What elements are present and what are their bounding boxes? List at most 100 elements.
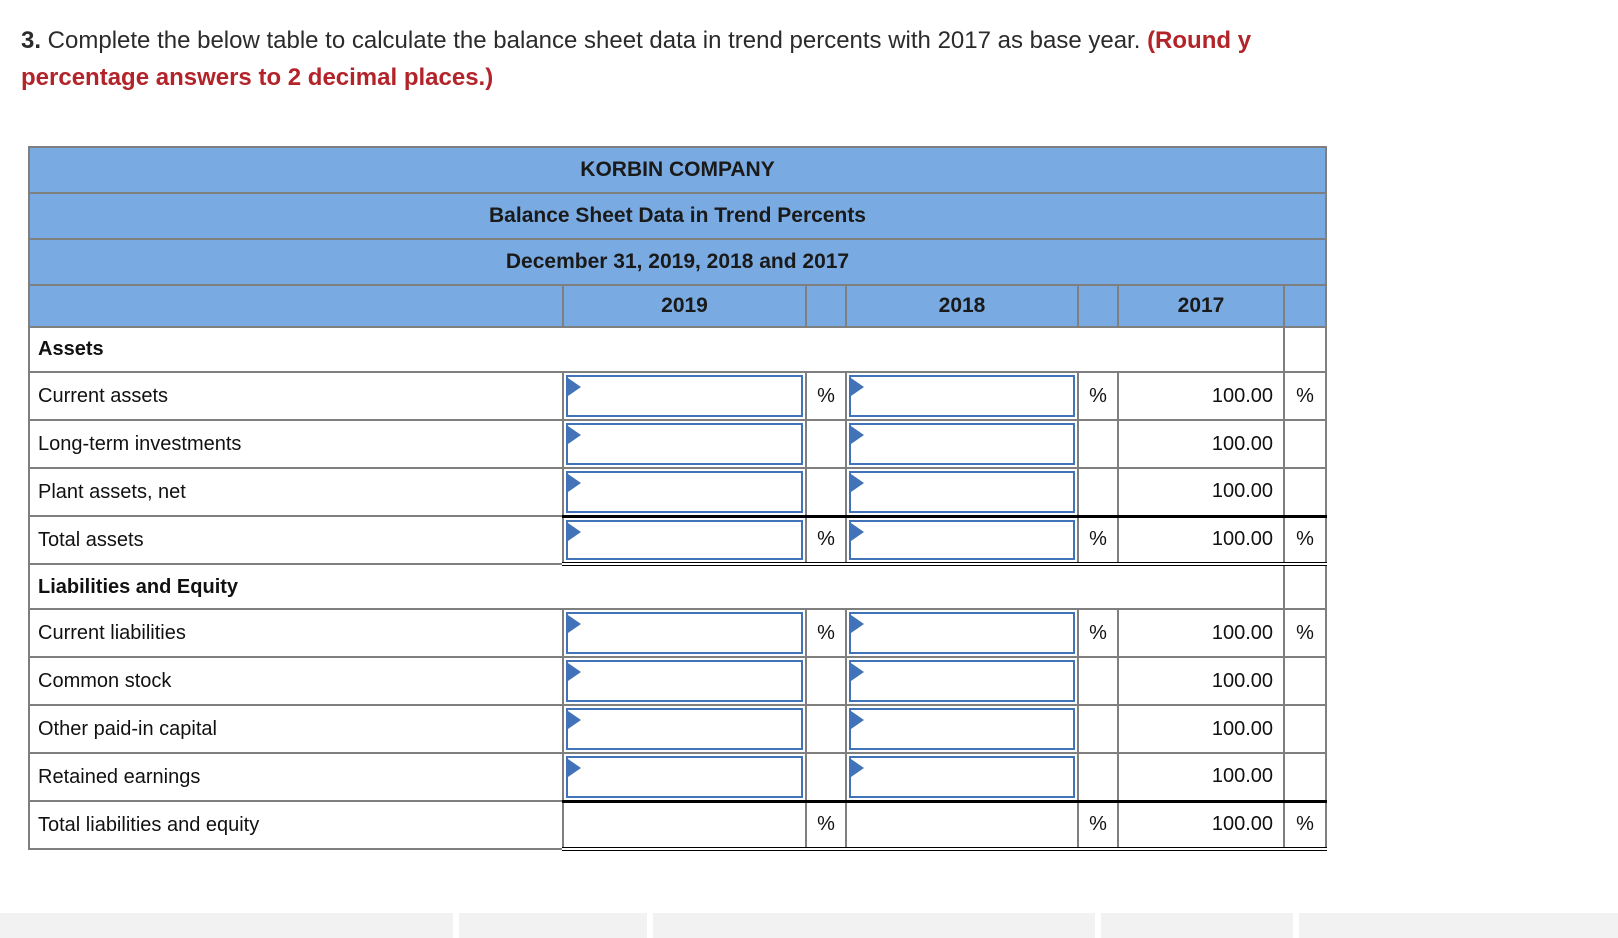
value-2017: 100.00 [1117, 656, 1285, 706]
instruction-text: Complete the below table to calculate th… [41, 27, 1148, 54]
percent-sign: % [1282, 608, 1328, 658]
cell-2019 [562, 752, 807, 802]
answer-input-2019[interactable] [566, 660, 803, 702]
year-header-gap [1282, 284, 1328, 328]
percent-sign: % [1077, 608, 1119, 658]
percent-sign [1077, 704, 1119, 754]
year-header-2017: 2017 [1117, 284, 1285, 328]
cell-2018 [845, 704, 1079, 754]
question-number: 3. [21, 27, 42, 54]
cell-2018 [845, 514, 1079, 566]
percent-sign [805, 752, 847, 802]
instruction-line-1: 3. Complete the below table to calculate… [21, 22, 1618, 59]
row-label: Plant assets, net [28, 467, 564, 517]
table-row-retained-earnings: Retained earnings 100.00 [28, 752, 1328, 802]
question-instruction: 3. Complete the below table to calculate… [21, 22, 1618, 96]
percent-sign: % [1282, 371, 1328, 421]
percent-sign [805, 467, 847, 517]
company-name: KORBIN COMPANY [27, 146, 1328, 194]
value-2017: 100.00 [1117, 752, 1285, 802]
percent-sign: % [1077, 371, 1119, 421]
value-2017: 100.00 [1117, 467, 1285, 517]
answer-input-2018[interactable] [849, 423, 1075, 465]
cell-2019 [562, 704, 807, 754]
next-section-divider [1095, 913, 1101, 938]
percent-sign [1077, 656, 1119, 706]
answer-input-2018[interactable] [849, 660, 1075, 702]
balance-sheet-table: KORBIN COMPANY Balance Sheet Data in Tre… [27, 146, 1328, 851]
table-row-total-liabilities-and-equity: Total liabilities and equity % % 100.00 … [28, 799, 1328, 851]
next-section-top-edge [0, 913, 1618, 938]
percent-sign [1282, 419, 1328, 469]
next-section-divider [1293, 913, 1299, 938]
year-header-spacer [28, 284, 564, 328]
year-header-row: 2019 2018 2017 [28, 284, 1328, 328]
percent-sign [805, 419, 847, 469]
answer-input-2019[interactable] [566, 612, 803, 654]
cell-2018 [845, 467, 1079, 517]
cell-2018 [845, 799, 1079, 851]
table-date-row: December 31, 2019, 2018 and 2017 [27, 238, 1328, 286]
percent-sign [1077, 467, 1119, 517]
percent-sign: % [1077, 799, 1119, 851]
cell-2019 [562, 467, 807, 517]
value-2017: 100.00 [1117, 371, 1285, 421]
instruction-emphasis-end: percentage answers to 2 decimal places.) [21, 64, 494, 91]
percent-sign: % [805, 514, 847, 566]
row-label: Total liabilities and equity [28, 800, 564, 850]
year-header-gap [1077, 284, 1119, 328]
percent-sign [1282, 656, 1328, 706]
row-label: Total assets [28, 515, 564, 565]
answer-input-2018[interactable] [849, 708, 1075, 750]
section-row-end-cell [1282, 326, 1328, 373]
percent-sign: % [805, 371, 847, 421]
statement-date: December 31, 2019, 2018 and 2017 [27, 238, 1328, 286]
table-row-common-stock: Common stock 100.00 [28, 656, 1328, 706]
percent-sign: % [805, 799, 847, 851]
row-label: Current liabilities [28, 608, 564, 658]
row-label: Common stock [28, 656, 564, 706]
cell-2019 [562, 608, 807, 658]
percent-sign [805, 704, 847, 754]
section-label: Liabilities and Equity [28, 563, 1285, 610]
answer-input-2018[interactable] [849, 519, 1075, 560]
section-row-assets: Assets [28, 326, 1328, 373]
cell-2019 [562, 799, 807, 851]
section-row-liabilities-equity: Liabilities and Equity [28, 563, 1328, 610]
value-2017: 100.00 [1117, 799, 1285, 851]
table-row-long-term-investments: Long-term investments 100.00 [28, 419, 1328, 469]
cell-2018 [845, 608, 1079, 658]
value-2017: 100.00 [1117, 514, 1285, 566]
table-row-current-liabilities: Current liabilities % % 100.00 % [28, 608, 1328, 658]
row-label: Other paid-in capital [28, 704, 564, 754]
answer-input-2018[interactable] [849, 471, 1075, 513]
table-row-other-paid-in-capital: Other paid-in capital 100.00 [28, 704, 1328, 754]
percent-sign: % [1282, 514, 1328, 566]
statement-title: Balance Sheet Data in Trend Percents [27, 192, 1328, 240]
answer-input-2019[interactable] [566, 519, 803, 560]
answer-input-2019[interactable] [566, 375, 803, 417]
percent-sign: % [805, 608, 847, 658]
answer-input-2018[interactable] [849, 756, 1075, 798]
cell-2018 [845, 752, 1079, 802]
percent-sign [1282, 704, 1328, 754]
cell-2019 [562, 514, 807, 566]
percent-sign [1282, 467, 1328, 517]
answer-input-2019[interactable] [566, 423, 803, 465]
answer-input-2019[interactable] [566, 708, 803, 750]
answer-input-2019[interactable] [566, 756, 803, 798]
answer-input-2019[interactable] [566, 471, 803, 513]
table-subtitle-row: Balance Sheet Data in Trend Percents [27, 192, 1328, 240]
percent-sign: % [1282, 799, 1328, 851]
value-2017: 100.00 [1117, 608, 1285, 658]
answer-input-2018[interactable] [849, 375, 1075, 417]
table-title-row: KORBIN COMPANY [27, 146, 1328, 194]
cell-2019 [562, 656, 807, 706]
percent-sign [805, 656, 847, 706]
section-label: Assets [28, 326, 1285, 373]
year-header-2019: 2019 [562, 284, 807, 328]
percent-sign: % [1077, 514, 1119, 566]
answer-input-2018[interactable] [849, 612, 1075, 654]
cell-2018 [845, 371, 1079, 421]
